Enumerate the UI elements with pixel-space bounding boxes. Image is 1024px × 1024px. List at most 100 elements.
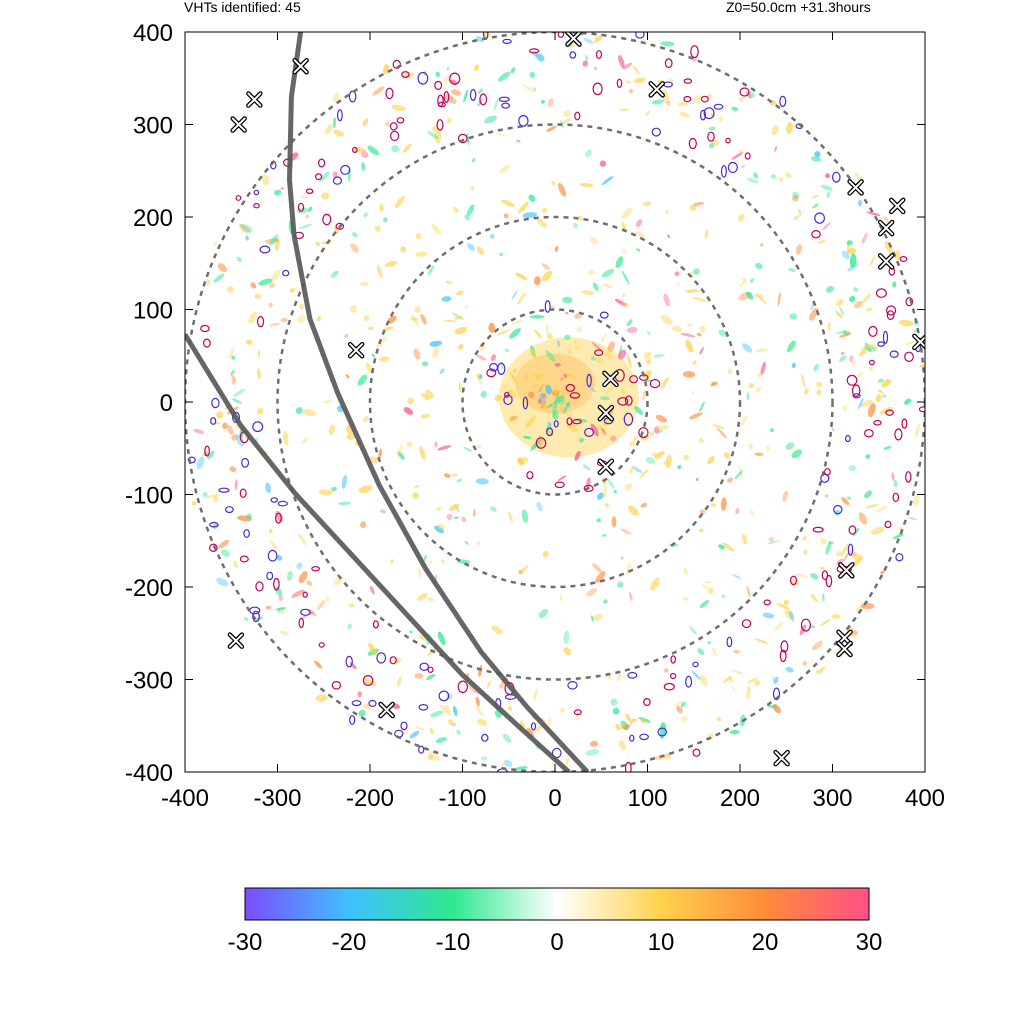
colorbar: -30 -20 -10 0 10 20 30 <box>228 887 882 956</box>
echo <box>382 217 388 223</box>
echo <box>554 245 559 253</box>
echo <box>689 626 697 635</box>
echo <box>352 147 366 153</box>
echo <box>699 600 710 608</box>
contour <box>345 655 353 668</box>
echo <box>455 290 464 296</box>
colorbar-tick-label: -30 <box>228 929 263 956</box>
echo <box>613 489 617 494</box>
echo <box>750 510 755 516</box>
echo <box>685 339 694 353</box>
echo <box>444 94 457 104</box>
echo <box>476 718 488 726</box>
echo <box>394 195 405 208</box>
echo <box>542 550 549 558</box>
echo <box>722 542 735 552</box>
echo <box>703 581 712 584</box>
echo <box>642 389 647 401</box>
echo <box>566 373 577 379</box>
echo <box>501 199 515 207</box>
echo <box>640 502 648 508</box>
contour <box>800 618 812 632</box>
echo <box>297 314 306 324</box>
echo <box>749 278 754 283</box>
range-ring <box>368 215 742 589</box>
echo <box>432 125 438 132</box>
echo <box>682 370 696 378</box>
echo <box>619 108 631 112</box>
echo <box>576 326 583 333</box>
echo <box>520 564 529 574</box>
echo <box>378 86 382 90</box>
contour <box>700 95 709 103</box>
echo <box>740 414 748 426</box>
vht-marker <box>246 91 263 108</box>
echo <box>746 177 759 184</box>
echo <box>466 133 470 146</box>
echo <box>883 216 889 223</box>
echo <box>645 456 656 465</box>
contour <box>318 158 326 168</box>
contour <box>824 468 831 476</box>
echo <box>582 60 588 67</box>
echo <box>522 212 538 218</box>
echo <box>604 386 614 395</box>
vht-marker <box>378 701 395 719</box>
echo <box>589 740 599 747</box>
echo <box>551 406 557 411</box>
vht-marker <box>836 640 853 658</box>
echo <box>742 533 747 545</box>
echo <box>800 373 806 389</box>
echo <box>534 329 542 339</box>
echo <box>538 399 548 411</box>
echo <box>511 289 518 300</box>
echo <box>296 562 303 570</box>
echo <box>415 251 428 257</box>
echo <box>753 172 759 179</box>
echo <box>868 366 874 371</box>
echo <box>574 450 581 461</box>
echo <box>812 203 819 209</box>
x-tick-label: 200 <box>720 785 760 812</box>
echo <box>274 586 282 596</box>
echo <box>615 256 624 268</box>
echo <box>333 129 345 137</box>
echo <box>769 428 774 432</box>
contour <box>663 682 675 691</box>
echo <box>599 396 610 401</box>
echo <box>494 394 502 402</box>
contour <box>266 571 274 581</box>
echo <box>279 609 285 614</box>
echo <box>748 383 754 389</box>
echo <box>472 508 476 518</box>
echo <box>691 390 695 395</box>
echo <box>546 403 553 409</box>
contour <box>885 305 897 316</box>
echo <box>720 497 727 511</box>
echo <box>912 494 920 507</box>
echo <box>628 505 639 516</box>
echo <box>786 121 793 134</box>
echo <box>787 268 796 273</box>
echo <box>699 674 708 687</box>
echo <box>622 293 626 297</box>
storm-track <box>287 32 590 772</box>
echo <box>622 301 629 308</box>
contour <box>825 574 833 588</box>
echo <box>626 562 631 576</box>
contour <box>210 417 217 425</box>
echo <box>804 388 809 395</box>
contour <box>337 109 343 122</box>
contour <box>779 649 787 663</box>
echo <box>349 305 358 313</box>
contour <box>241 457 250 468</box>
contour <box>847 543 854 556</box>
echo <box>707 93 712 98</box>
echo <box>899 319 914 327</box>
contour <box>554 481 565 489</box>
contour <box>368 699 377 707</box>
echo <box>652 354 665 358</box>
contour <box>892 492 900 503</box>
echo <box>754 452 764 456</box>
echo <box>564 334 571 340</box>
